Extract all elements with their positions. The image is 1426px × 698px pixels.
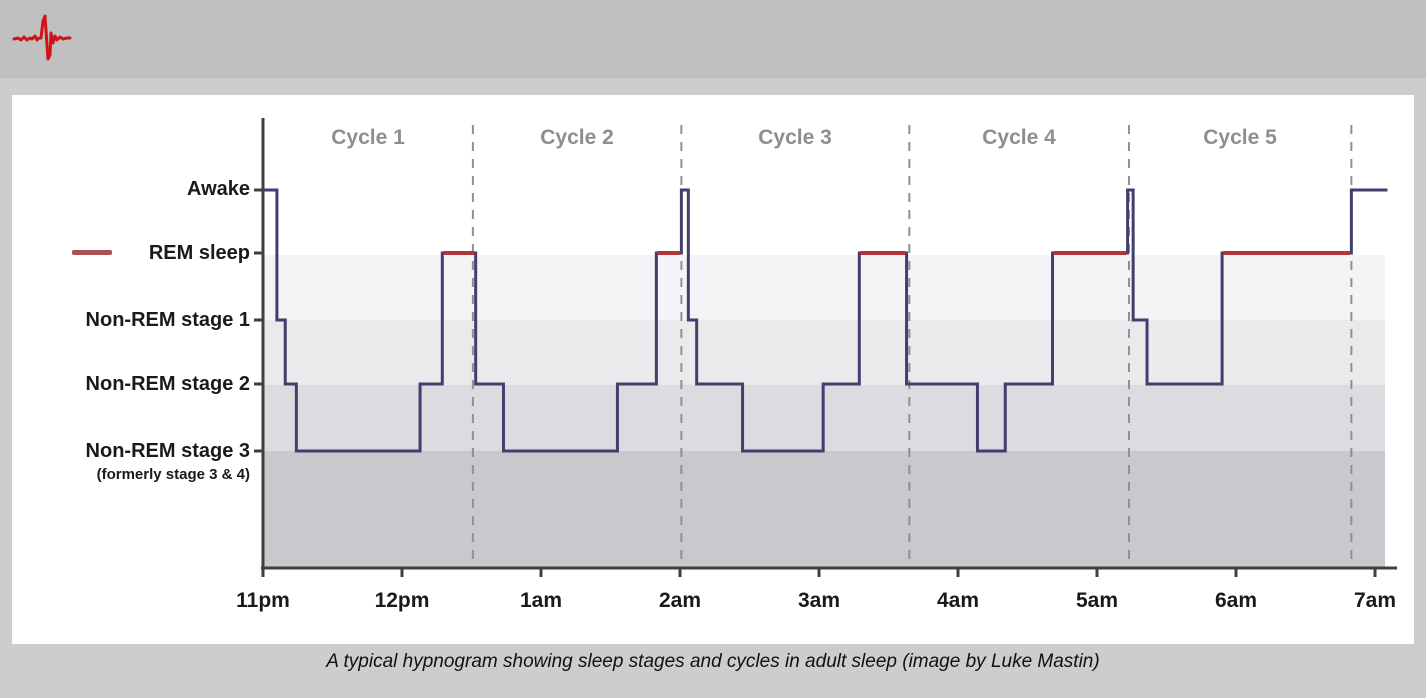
- x-label-6am: 6am: [1214, 589, 1258, 612]
- cycle-1-label: Cycle 1: [331, 126, 405, 149]
- y-label-rem-sleep: REM sleep: [148, 242, 250, 264]
- x-label-2am: 2am: [658, 589, 702, 612]
- y-label-nonrem-stage-3-sub: (formerly stage 3 & 4): [96, 466, 250, 483]
- y-label-awake: Awake: [186, 178, 250, 200]
- y-label-nonrem-stage-3: Non-REM stage 3: [85, 440, 250, 462]
- x-label-4am: 4am: [936, 589, 980, 612]
- cycle-5-label: Cycle 5: [1203, 126, 1277, 149]
- cycle-3-label: Cycle 3: [758, 126, 832, 149]
- x-label-3am: 3am: [797, 589, 841, 612]
- x-label-7am: 7am: [1353, 589, 1397, 612]
- header-bar: [0, 0, 1426, 78]
- rem-legend-dash-icon: [72, 250, 112, 255]
- x-label-5am: 5am: [1075, 589, 1119, 612]
- cycle-2-label: Cycle 2: [540, 126, 614, 149]
- heartbeat-ecg-icon: [12, 14, 72, 61]
- y-label-nonrem-stage-1: Non-REM stage 1: [85, 309, 250, 331]
- cycle-4-label: Cycle 4: [982, 126, 1056, 149]
- y-label-nonrem-stage-2: Non-REM stage 2: [85, 373, 250, 395]
- x-label-11pm: 11pm: [236, 589, 290, 612]
- x-label-12pm: 12pm: [374, 589, 430, 612]
- x-label-1am: 1am: [519, 589, 563, 612]
- caption: A typical hypnogram showing sleep stages…: [326, 651, 1100, 672]
